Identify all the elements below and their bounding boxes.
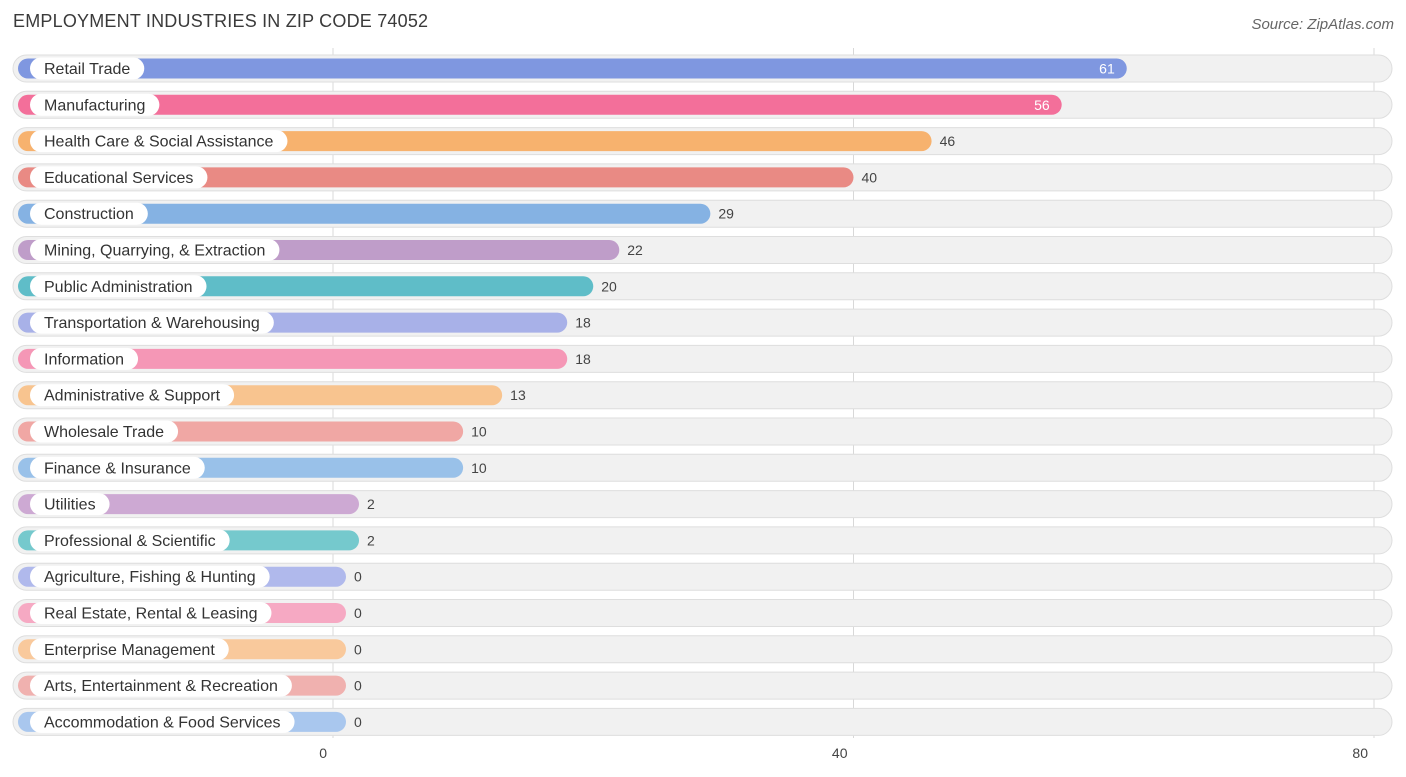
value-label: 61 [1099, 61, 1115, 77]
bar-row-real-estate-rental-leasing: Real Estate, Rental & Leasing 0 [12, 599, 1393, 627]
bar-row-health-care-social-assistance: Health Care & Social Assistance 46 [12, 127, 1393, 156]
label-pill [30, 456, 205, 479]
value-label: 0 [354, 714, 362, 730]
value-label: 40 [862, 169, 878, 185]
label-pill [30, 674, 292, 697]
row-track [12, 635, 1393, 664]
label-pill [30, 57, 145, 80]
bar-row-arts-entertainment-recreation: Arts, Entertainment & Recreation 0 [12, 671, 1393, 700]
value-label: 10 [471, 460, 487, 476]
label-pill [30, 311, 274, 334]
chart-source: Source: ZipAtlas.com [1251, 16, 1394, 33]
category-label: Information [44, 351, 124, 368]
category-label: Enterprise Management [44, 642, 215, 659]
label-pill [30, 638, 229, 661]
bar-row-accommodation-food-services: Accommodation & Food Services 0 [12, 707, 1393, 736]
bar-row-information: Information 18 [12, 344, 1393, 373]
bar-row-manufacturing: Manufacturing 56 [12, 90, 1393, 119]
label-pill [30, 275, 207, 298]
bar-row-utilities: Utilities 2 [12, 490, 1393, 519]
category-label: Retail Trade [44, 61, 130, 78]
label-pill [30, 529, 230, 552]
category-label: Public Administration [44, 279, 193, 296]
label-pill [30, 565, 270, 588]
bar-row-wholesale-trade: Wholesale Trade 10 [12, 417, 1393, 446]
bar-information [18, 348, 568, 369]
category-label: Educational Services [44, 170, 193, 187]
category-label: Administrative & Support [44, 388, 221, 405]
bar-row-construction: Construction 29 [12, 199, 1393, 228]
row-track [12, 526, 1393, 555]
bar-row-educational-services: Educational Services 40 [12, 163, 1393, 192]
bar-row-retail-trade: Retail Trade 61 [12, 54, 1393, 83]
tick-label-80: 80 [1352, 745, 1368, 761]
label-pill [30, 493, 110, 516]
bar-row-professional-scientific: Professional & Scientific 2 [12, 526, 1393, 555]
tick-label-40: 40 [832, 745, 848, 761]
category-label: Transportation & Warehousing [44, 315, 260, 332]
label-pill [30, 602, 272, 624]
category-label: Arts, Entertainment & Recreation [44, 678, 278, 695]
value-label: 10 [471, 424, 487, 440]
bar-row-finance-insurance: Finance & Insurance 10 [12, 453, 1393, 482]
label-pill [30, 710, 295, 733]
value-label: 0 [354, 569, 362, 585]
value-label: 18 [575, 351, 591, 367]
category-label: Manufacturing [44, 97, 145, 114]
category-label: Real Estate, Rental & Leasing [44, 606, 257, 623]
label-pill [30, 384, 235, 407]
value-label: 56 [1034, 97, 1050, 113]
label-pill [30, 347, 139, 370]
tick-label-0: 0 [319, 745, 327, 761]
category-label: Accommodation & Food Services [44, 714, 281, 731]
value-label: 22 [627, 242, 643, 258]
value-label: 46 [940, 133, 956, 149]
row-track [12, 490, 1393, 519]
bar-row-mining-quarrying-extraction: Mining, Quarrying, & Extraction 22 [12, 236, 1393, 264]
bar-retail-trade [18, 58, 1127, 79]
row-track [12, 562, 1393, 591]
bar-row-agriculture-fishing-hunting: Agriculture, Fishing & Hunting 0 [12, 562, 1393, 591]
label-pill [30, 202, 148, 225]
category-label: Finance & Insurance [44, 460, 191, 477]
value-label: 29 [718, 206, 734, 222]
label-pill [30, 93, 160, 116]
bar-row-transportation-warehousing: Transportation & Warehousing 18 [12, 308, 1393, 337]
label-pill [30, 130, 288, 153]
value-label: 2 [367, 532, 375, 548]
category-label: Professional & Scientific [44, 533, 216, 550]
value-label: 0 [354, 605, 362, 621]
value-label: 0 [354, 678, 362, 694]
label-pill [30, 239, 280, 261]
category-label: Construction [44, 206, 134, 223]
value-label: 13 [510, 387, 526, 403]
category-label: Wholesale Trade [44, 424, 164, 441]
bar-construction [18, 203, 711, 224]
value-label: 0 [354, 641, 362, 657]
row-track [12, 671, 1393, 700]
bar-educational-services [18, 167, 854, 188]
category-label: Mining, Quarrying, & Extraction [44, 243, 265, 260]
category-label: Health Care & Social Assistance [44, 134, 274, 151]
row-track [12, 599, 1393, 627]
label-pill [30, 420, 179, 443]
value-label: 20 [601, 278, 617, 294]
bar-row-administrative-support: Administrative & Support 13 [12, 381, 1393, 410]
label-pill [30, 166, 208, 189]
value-label: 2 [367, 496, 375, 512]
bar-manufacturing [18, 94, 1062, 115]
chart-title: EMPLOYMENT INDUSTRIES IN ZIP CODE 74052 [13, 11, 429, 31]
bar-row-public-administration: Public Administration 20 [12, 272, 1393, 301]
category-label: Utilities [44, 497, 96, 514]
category-label: Agriculture, Fishing & Hunting [44, 569, 256, 586]
row-track [12, 707, 1393, 736]
value-label: 18 [575, 315, 591, 331]
bar-row-enterprise-management: Enterprise Management 0 [12, 635, 1393, 664]
